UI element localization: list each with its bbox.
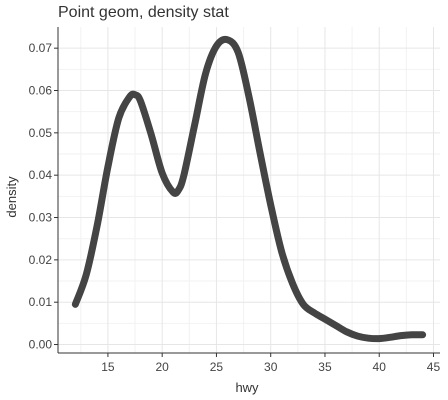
x-tick-label: 45 [427, 360, 441, 374]
x-tick-label: 30 [264, 360, 278, 374]
x-tick-label: 25 [210, 360, 224, 374]
y-tick-label: 0.01 [29, 295, 53, 309]
x-axis-label: hwy [235, 380, 259, 395]
y-tick-label: 0.06 [29, 84, 53, 98]
density-line [71, 35, 427, 343]
y-tick-label: 0.03 [29, 211, 53, 225]
x-tick-label: 20 [156, 360, 170, 374]
y-tick-label: 0.04 [29, 168, 53, 182]
series-layer [71, 35, 427, 343]
x-tick-label: 40 [373, 360, 387, 374]
tick-labels: 15 20 25 30 35 40 45 0.00 0.01 0.02 0.03 0.04 0.05 0.… [29, 41, 441, 374]
grid [58, 27, 440, 353]
chart-title: Point geom, density stat [58, 4, 229, 21]
axes [54, 27, 440, 357]
x-tick-label: 35 [318, 360, 332, 374]
y-tick-label: 0.00 [29, 338, 53, 352]
y-tick-label: 0.05 [29, 126, 53, 140]
y-tick-label: 0.02 [29, 253, 53, 267]
x-tick-label: 15 [101, 360, 115, 374]
y-tick-label: 0.07 [29, 41, 53, 55]
y-axis-label: density [4, 176, 19, 218]
